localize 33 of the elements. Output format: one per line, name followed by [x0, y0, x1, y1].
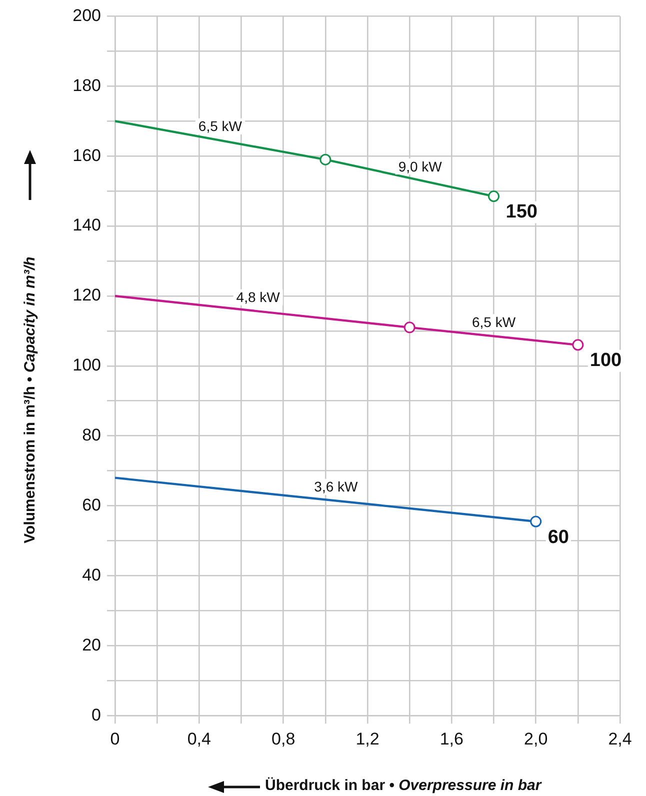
point [530, 516, 542, 528]
x-tick-label: 0,8 [272, 729, 296, 748]
x-axis-title: Überdruck in bar • Overpressure in bar [265, 777, 542, 794]
x-tick-label: 2,4 [608, 729, 632, 748]
y-tick-label: 40 [82, 565, 101, 584]
point [572, 339, 584, 351]
annotation: 6,5 kW [472, 314, 516, 330]
y-tick-label: 120 [72, 286, 101, 305]
annotation: 3,6 kW [314, 478, 358, 495]
annotation: 6,5 kW [198, 118, 243, 134]
x-tick-label: 0,4 [187, 729, 211, 748]
y-tick-label: 20 [82, 635, 101, 654]
y-tick-label: 0 [92, 705, 101, 724]
x-tick-label: 1,6 [440, 729, 464, 748]
series-label: 60 [548, 526, 569, 548]
y-tick-label: 100 [72, 356, 101, 375]
x-tick-label: 0 [110, 729, 120, 748]
series-label: 150 [506, 202, 538, 223]
y-tick-label: 200 [72, 6, 101, 25]
y-tick-label: 160 [72, 146, 101, 165]
annotation: 4,8 kW [236, 289, 281, 306]
y-tick-label: 180 [72, 76, 101, 95]
point [488, 190, 500, 202]
x-tick-label: 2,0 [524, 729, 548, 748]
series-label: 100 [590, 350, 622, 372]
x-tick-label: 1,2 [356, 729, 380, 748]
y-tick-label: 80 [82, 426, 101, 445]
y-tick-label: 140 [72, 216, 101, 235]
point [404, 322, 416, 334]
point [320, 154, 332, 166]
annotation: 9,0 kW [398, 158, 443, 174]
y-axis-title: Volumenstrom in m³/h • Capacity in m³/h [22, 256, 38, 544]
y-tick-label: 60 [82, 495, 101, 514]
